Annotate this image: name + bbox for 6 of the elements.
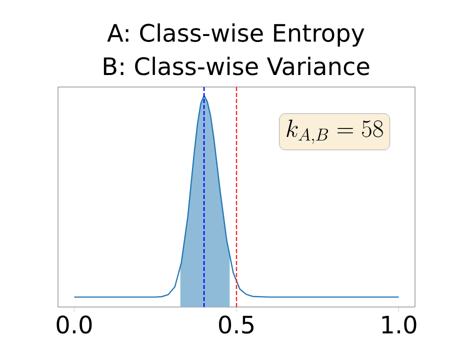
annotation: $k_{A,B} = 58$ <box>286 120 383 144</box>
x-tick-label: 0.0 <box>56 316 92 334</box>
chart-subtitle: B: Class-wise Variance <box>104 56 370 76</box>
x-tick-label: 1.0 <box>382 316 416 334</box>
chart-title: A: Class-wise Entropy <box>107 23 364 47</box>
x-tick-label: 0.5 <box>218 316 254 334</box>
